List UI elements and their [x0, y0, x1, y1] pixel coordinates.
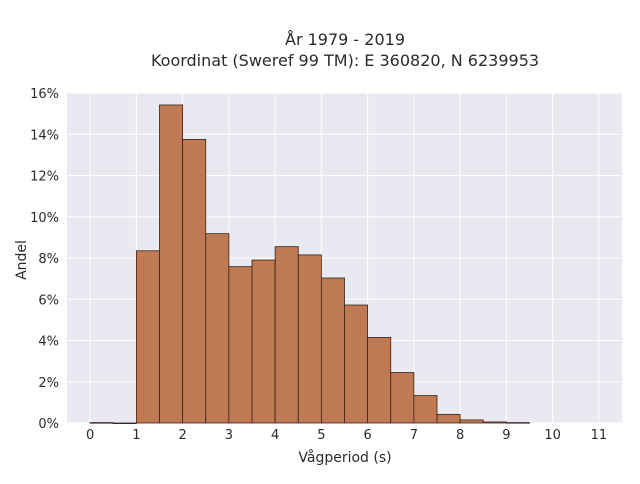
histogram-bar [482, 421, 507, 424]
x-tick-label: 9 [502, 428, 510, 443]
x-tick-label: 4 [271, 428, 279, 443]
chart-title-line-2: Koordinat (Sweref 99 TM): E 360820, N 62… [151, 51, 539, 70]
x-tick-label: 1 [132, 428, 140, 443]
x-tick-label: 6 [363, 428, 371, 443]
y-tick-label: 2% [38, 376, 59, 391]
x-tick-label: 2 [178, 428, 186, 443]
bars [89, 104, 530, 425]
y-tick-label: 8% [38, 252, 59, 267]
x-tick-label: 0 [86, 428, 94, 443]
y-tick-label: 10% [30, 211, 59, 226]
x-tick-label: 10 [544, 428, 561, 443]
histogram-bar [367, 337, 392, 424]
histogram-bar [505, 422, 530, 424]
histogram-bar [436, 413, 461, 424]
x-tick-label: 7 [410, 428, 418, 443]
x-tick-label: 3 [225, 428, 233, 443]
y-tick-label: 12% [30, 170, 59, 185]
histogram-bar [413, 395, 438, 424]
histogram-bar [182, 139, 207, 424]
y-tick-labels: 0% 2% 4% 6% 8% 10% 12% 14% 16% [30, 87, 59, 432]
y-tick-label: 14% [30, 128, 59, 143]
histogram-bar [459, 419, 484, 424]
y-tick-label: 0% [38, 417, 59, 432]
x-axis-title: Vågperiod (s) [298, 449, 391, 466]
histogram-bar [344, 304, 369, 424]
x-tick-label: 8 [456, 428, 464, 443]
histogram-bar [251, 259, 276, 424]
histogram-bar [390, 372, 415, 424]
histogram-bar [228, 266, 253, 424]
histogram-bar [297, 254, 322, 424]
x-tick-label: 11 [591, 428, 608, 443]
histogram-bar [320, 277, 345, 424]
chart-title-line-1: År 1979 - 2019 [285, 30, 405, 49]
histogram-bar [159, 104, 184, 424]
histogram-bar [89, 422, 114, 424]
histogram-bar [112, 422, 137, 425]
histogram-bar [135, 250, 160, 424]
x-tick-labels: 0 1 2 3 4 5 6 7 8 9 10 11 [86, 428, 607, 443]
histogram-bar [274, 246, 299, 424]
x-tick-label: 5 [317, 428, 325, 443]
y-tick-label: 16% [30, 87, 59, 102]
y-axis-title: Andel [14, 240, 30, 280]
y-tick-label: 4% [38, 335, 59, 350]
histogram-bar [205, 233, 230, 424]
y-tick-label: 6% [38, 293, 59, 308]
